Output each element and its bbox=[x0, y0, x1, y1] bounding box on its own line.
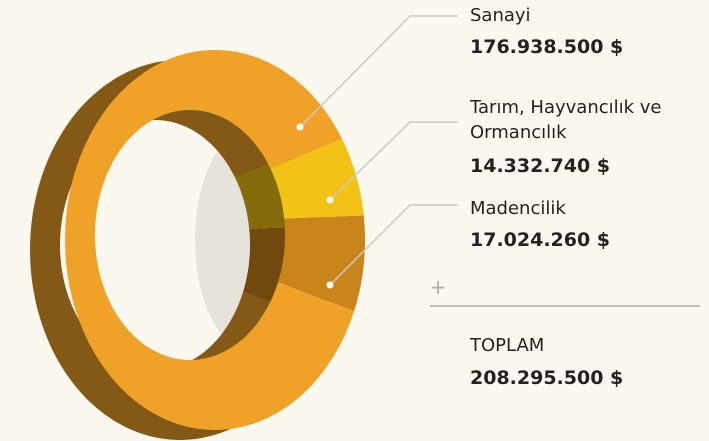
leader-dot bbox=[326, 196, 334, 204]
leader-dot bbox=[326, 281, 334, 289]
leader-line bbox=[329, 204, 458, 286]
value-label: 17.024.260 $ bbox=[470, 229, 611, 251]
leader-line bbox=[299, 15, 458, 128]
legend-label: Madencilik bbox=[470, 198, 566, 219]
ring-front bbox=[65, 50, 365, 430]
leader-line bbox=[329, 121, 458, 201]
plus-sign: + bbox=[430, 275, 447, 299]
value-label: 14.332.740 $ bbox=[470, 155, 611, 177]
segment bbox=[278, 215, 365, 312]
total-label: TOPLAM bbox=[470, 335, 545, 356]
leader-dot bbox=[296, 123, 304, 131]
legend-label: Sanayi bbox=[470, 5, 531, 26]
value-label: 176.938.500 $ bbox=[470, 36, 624, 58]
leader-dots bbox=[296, 123, 334, 289]
total-value: 208.295.500 $ bbox=[470, 367, 624, 389]
legend-label: Tarım, Hayvancılık ve Ormancılık bbox=[470, 97, 662, 143]
segment bbox=[65, 50, 355, 430]
segment bbox=[270, 138, 364, 219]
leaders bbox=[299, 15, 458, 286]
